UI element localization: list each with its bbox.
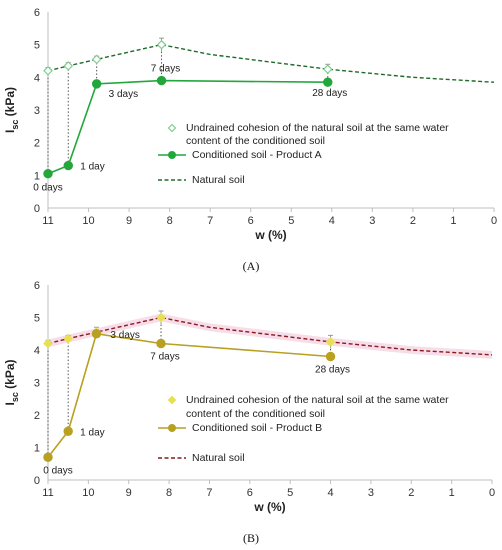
x-tick-label: 4 <box>329 215 335 227</box>
natural-soil-line <box>47 316 493 356</box>
x-tick-label: 3 <box>369 215 375 227</box>
y-axis-title-sub: sc <box>10 120 20 130</box>
x-tick-label: 7 <box>207 215 213 227</box>
natural-soil-marker <box>43 65 53 76</box>
day-label: 3 days <box>109 89 138 100</box>
y-axis-title-unit: (kPa) <box>3 359 17 392</box>
natural-soil-marker <box>63 333 74 344</box>
legend-marker-conditioned <box>168 424 176 432</box>
legend-label-natural: Natural soil <box>192 174 245 186</box>
legend-marker-conditioned <box>168 151 176 159</box>
x-tick-label: 9 <box>126 215 132 227</box>
y-tick-label: 0 <box>34 203 40 215</box>
x-axis-title: w (%) <box>253 500 285 514</box>
x-tick-label: 6 <box>247 487 253 499</box>
conditioned-soil-marker <box>156 75 167 86</box>
x-tick-label: 10 <box>82 487 94 499</box>
legend-marker-natural-cohesion <box>167 395 177 405</box>
y-axis-title: Isc (kPa) <box>3 87 20 133</box>
x-tick-label: 11 <box>42 215 53 227</box>
legend-marker-natural-cohesion <box>167 123 177 133</box>
x-tick-label: 6 <box>248 215 254 227</box>
legend-label-cohesion-line1: Undrained cohesion of the natural soil a… <box>186 122 449 134</box>
x-axis-title: w (%) <box>254 228 286 242</box>
conditioned-soil-marker <box>156 338 166 349</box>
day-label: 7 days <box>151 64 180 75</box>
legend-label-cohesion-line2: content of the conditioned soil <box>186 408 325 420</box>
x-tick-label: 8 <box>166 487 172 499</box>
conditioned-soil-marker <box>91 329 102 339</box>
natural-soil-line <box>47 43 495 83</box>
day-label: 28 days <box>312 88 347 99</box>
day-label: 0 days <box>43 465 72 476</box>
x-tick-label: 7 <box>206 487 212 499</box>
day-label: 1 day <box>80 162 104 173</box>
x-tick-label: 5 <box>288 215 294 227</box>
x-tick-label: 2 <box>408 487 414 499</box>
y-tick-label: 5 <box>34 313 40 325</box>
legend-label-cohesion-line2: content of the conditioned soil <box>186 135 325 147</box>
y-tick-label: 2 <box>34 410 40 422</box>
conditioned-soil-marker <box>43 169 53 179</box>
y-tick-label: 5 <box>34 40 40 52</box>
y-tick-label: 1 <box>34 443 40 455</box>
day-label: 1 day <box>80 427 104 438</box>
x-tick-label: 1 <box>449 487 455 499</box>
natural-soil-marker <box>325 337 336 347</box>
natural-soil-marker <box>43 338 53 349</box>
panel-label: (A) <box>243 259 260 273</box>
y-axis-title-sub: sc <box>10 392 20 402</box>
y-axis-title: Isc (kPa) <box>3 359 20 405</box>
day-label: 3 days <box>110 330 139 341</box>
x-tick-label: 0 <box>491 215 497 227</box>
x-tick-label: 5 <box>287 487 293 499</box>
natural-soil-marker <box>322 64 333 75</box>
conditioned-soil-marker <box>63 160 73 171</box>
y-tick-label: 6 <box>34 280 40 292</box>
natural-soil-marker <box>63 61 74 71</box>
legend-label-cohesion-line1: Undrained cohesion of the natural soil a… <box>186 394 449 406</box>
day-label: 28 days <box>315 365 350 376</box>
y-tick-label: 1 <box>34 170 40 182</box>
x-tick-label: 10 <box>82 215 94 227</box>
x-tick-label: 9 <box>126 487 132 499</box>
panel-label: (B) <box>243 531 259 545</box>
y-tick-label: 0 <box>34 475 40 487</box>
x-tick-label: 8 <box>167 215 173 227</box>
natural-soil-marker <box>156 312 166 323</box>
y-axis-title-main: I <box>3 402 17 405</box>
day-label: 0 days <box>33 183 62 194</box>
y-axis-title-unit: (kPa) <box>3 87 17 120</box>
x-tick-label: 0 <box>489 487 495 499</box>
conditioned-soil-marker <box>63 426 73 436</box>
legend-label-natural: Natural soil <box>192 452 245 464</box>
conditioned-soil-marker <box>91 79 102 89</box>
natural-soil-marker <box>91 54 102 65</box>
y-axis-title-main: I <box>3 130 17 133</box>
natural-soil-marker <box>156 39 167 50</box>
conditioned-soil-marker <box>43 452 53 462</box>
x-tick-label: 11 <box>42 487 53 499</box>
x-tick-label: 1 <box>450 215 456 227</box>
legend-label-conditioned: Conditioned soil - Product A <box>192 149 322 161</box>
y-tick-label: 3 <box>34 378 40 390</box>
legend-label-conditioned: Conditioned soil - Product B <box>192 422 322 434</box>
conditioned-soil-marker <box>323 77 333 87</box>
x-tick-label: 4 <box>327 487 333 499</box>
y-tick-label: 4 <box>34 72 40 84</box>
y-tick-label: 6 <box>34 7 40 19</box>
y-tick-label: 4 <box>34 345 40 357</box>
conditioned-soil-marker <box>325 351 336 362</box>
y-tick-label: 3 <box>34 105 40 117</box>
y-tick-label: 2 <box>34 138 40 150</box>
x-tick-label: 2 <box>410 215 416 227</box>
x-tick-label: 3 <box>368 487 374 499</box>
day-label: 7 days <box>150 352 179 363</box>
